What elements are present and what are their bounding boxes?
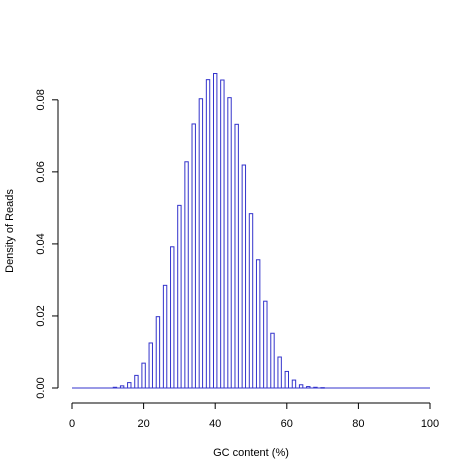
x-axis-title: GC content (%) [213, 447, 289, 459]
histogram-bar [220, 79, 225, 389]
y-axis-ticks: 0.00 0.02 0.04 0.06 0.08 [35, 89, 58, 399]
histogram-bar [227, 97, 232, 389]
histogram-bar [205, 79, 211, 389]
x-axis-ticks: 0 20 40 60 80 100 [69, 403, 439, 430]
histogram-bar [277, 356, 282, 389]
histogram-bar [191, 123, 196, 389]
histogram-bar [184, 161, 189, 389]
histogram-bar [255, 259, 261, 389]
histogram-bar [284, 370, 290, 389]
x-tick-label: 0 [69, 418, 75, 430]
histogram-bar [241, 164, 247, 389]
histogram-bar [291, 379, 297, 389]
x-tick-label: 40 [209, 418, 221, 430]
x-axis: 0 20 40 60 80 100 [69, 402, 439, 430]
histogram-bar [155, 316, 161, 389]
histogram-bar [177, 204, 182, 389]
histogram-bar [248, 213, 254, 389]
x-tick-label: 60 [281, 418, 293, 430]
x-tick-label: 80 [352, 418, 364, 430]
y-tick-label: 0.04 [35, 233, 47, 254]
x-tick-label: 20 [137, 418, 149, 430]
y-tick-label: 0.06 [35, 161, 47, 182]
histogram-bar [234, 123, 239, 389]
histogram-bar [198, 98, 204, 389]
histogram-bar [141, 362, 146, 389]
y-tick-label: 0.08 [35, 89, 47, 110]
y-axis-title: Density of Reads [4, 189, 16, 273]
histogram-bar [170, 246, 175, 389]
y-axis: 0.00 0.02 0.04 0.06 0.08 [35, 89, 59, 399]
histogram-bar [162, 284, 168, 389]
histogram-bars [112, 73, 325, 389]
histogram-bar [270, 332, 275, 389]
y-tick-label: 0.02 [35, 305, 47, 326]
histogram-bar [148, 342, 153, 389]
histogram-bar [134, 374, 139, 389]
histogram-bar [213, 73, 218, 389]
y-tick-label: 0.00 [35, 377, 47, 398]
x-tick-label: 100 [421, 418, 439, 430]
histogram-bar [127, 382, 132, 389]
histogram-bar [263, 300, 268, 389]
